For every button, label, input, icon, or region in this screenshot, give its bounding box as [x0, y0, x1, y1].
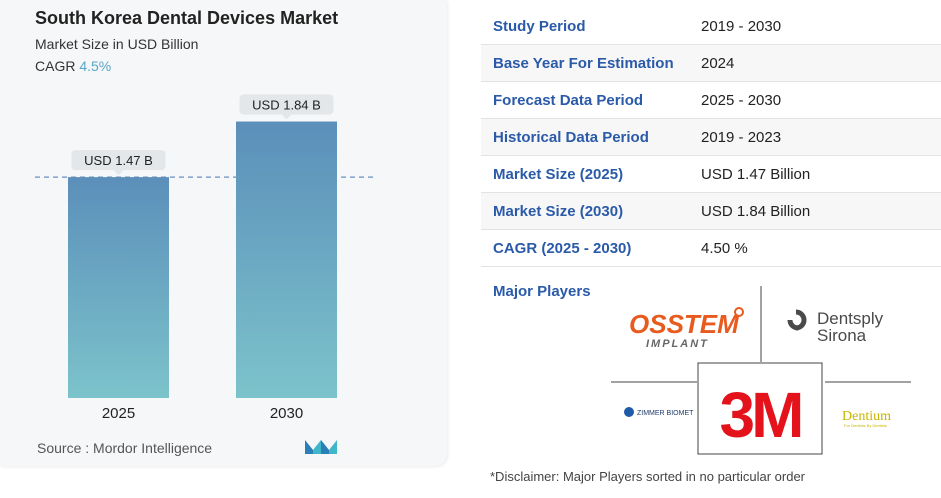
- disclaimer-text: *Disclaimer: Major Players sorted in no …: [490, 469, 806, 484]
- osstem-logo-text: OSSTEM: [629, 309, 740, 339]
- x-tick-label: 2030: [270, 405, 303, 422]
- data-label-pointer: [281, 114, 292, 120]
- table-row: CAGR (2025 - 2030) 4.50 %: [481, 230, 941, 267]
- sirona-logo-text: Sirona: [817, 326, 867, 345]
- table-row: Historical Data Period 2019 - 2023: [481, 119, 941, 156]
- row-value: USD 1.47 Billion: [701, 165, 811, 183]
- data-label-bg: [71, 150, 166, 171]
- cagr-label: CAGR: [35, 58, 76, 74]
- zimmer-biomet-mark-icon: [624, 407, 634, 417]
- dentium-logo-text: Dentium: [842, 409, 891, 424]
- data-label-bg: [239, 94, 334, 115]
- row-key: Base Year For Estimation: [493, 54, 674, 72]
- dentsply-sirona-mark-icon: [787, 309, 807, 331]
- mordor-logo-icon: [305, 440, 337, 454]
- data-label: USD 1.47 B: [84, 153, 153, 168]
- chart-subtitle: Market Size in USD Billion: [35, 36, 199, 52]
- bar: [68, 177, 169, 398]
- row-key: Market Size (2025): [493, 165, 624, 183]
- threem-logo-text: 3M: [720, 379, 802, 451]
- table-row: Market Size (2025) USD 1.47 Billion: [481, 156, 941, 193]
- x-tick-label: 2025: [102, 405, 135, 422]
- chart-card: South Korea Dental Devices Market Market…: [0, 0, 447, 466]
- major-players-label: Major Players: [493, 283, 591, 300]
- dentium-logo-subtext: For Dentists By Dentists: [844, 423, 887, 428]
- osstem-dot-icon: [734, 307, 744, 317]
- row-key: Historical Data Period: [493, 128, 649, 146]
- zimmer-logo-text: ZIMMER BIOMET: [637, 410, 694, 417]
- bar: [236, 121, 337, 399]
- row-value: 2019 - 2030: [701, 17, 782, 35]
- table-row: Forecast Data Period 2025 - 2030: [481, 82, 941, 119]
- osstem-logo-subtext: IMPLANT: [646, 338, 709, 350]
- row-value: 2025 - 2030: [701, 91, 782, 109]
- row-value: 2024: [701, 54, 735, 72]
- row-key: Market Size (2030): [493, 202, 624, 220]
- market-summary-table: Study Period 2019 - 2030 Base Year For E…: [481, 8, 941, 267]
- row-key: Forecast Data Period: [493, 91, 644, 109]
- row-value: 4.50 %: [701, 239, 748, 257]
- threem-logo-box: [697, 362, 823, 455]
- table-row: Base Year For Estimation 2024: [481, 45, 941, 82]
- chart-title: South Korea Dental Devices Market: [35, 8, 339, 28]
- zimmer-biomet-logo: ZIMMER BIOMET: [624, 407, 694, 417]
- table-row: Study Period 2019 - 2030: [481, 8, 941, 45]
- dentsply-logo-text: Dentsply: [817, 309, 884, 328]
- row-key: CAGR (2025 - 2030): [493, 239, 632, 257]
- dentium-logo: Dentium For Dentists By Dentists: [842, 409, 891, 428]
- table-row: Market Size (2030) USD 1.84 Billion: [481, 193, 941, 230]
- source-text: Source : Mordor Intelligence: [37, 440, 213, 456]
- bar-chart: USD 1.47 B 2025 USD 1.84 B 2030: [35, 94, 375, 422]
- row-value: 2019 - 2023: [701, 128, 782, 146]
- data-label-pointer: [113, 170, 124, 176]
- dentsply-sirona-logo: Dentsply Sirona: [787, 309, 884, 345]
- data-label: USD 1.84 B: [252, 98, 321, 113]
- cagr-value: 4.5%: [79, 58, 112, 74]
- cagr-line: CAGR 4.5%: [35, 58, 111, 74]
- row-key: Study Period: [493, 17, 586, 35]
- osstem-logo: OSSTEM IMPLANT: [629, 307, 744, 350]
- row-value: USD 1.84 Billion: [701, 202, 811, 220]
